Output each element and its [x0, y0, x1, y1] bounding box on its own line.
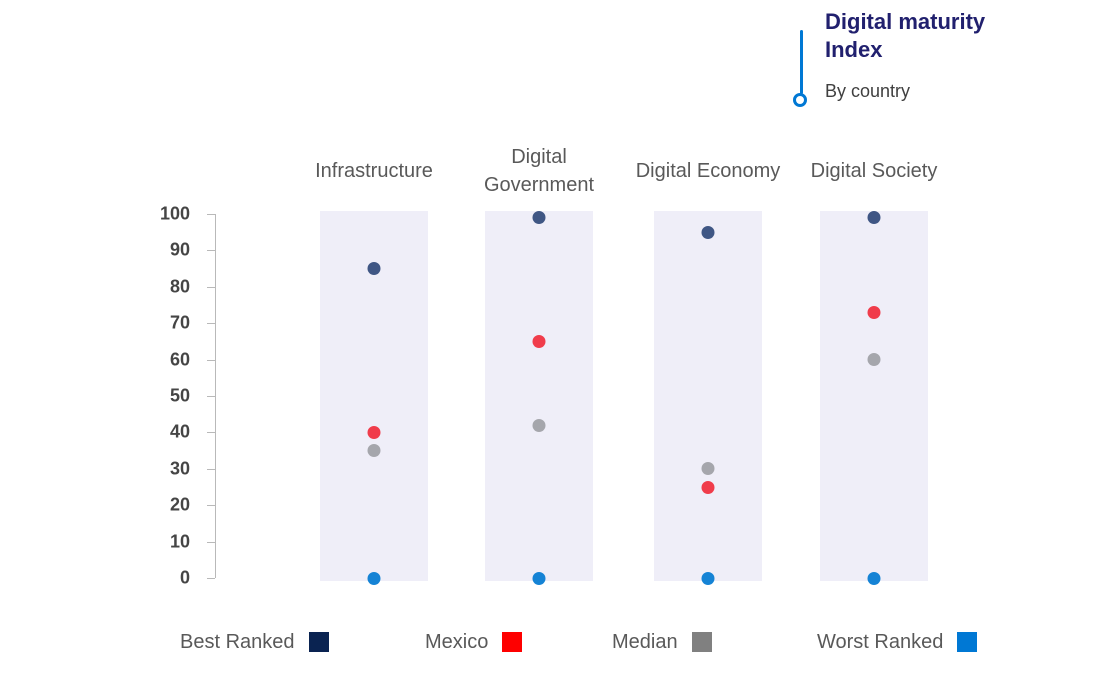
data-point: [367, 444, 381, 458]
data-point: [701, 480, 715, 494]
plot-band: [320, 211, 428, 585]
data-point: [701, 225, 715, 239]
data-point: [532, 571, 546, 585]
y-axis-tick: [207, 214, 215, 215]
title-accent-circle-icon: [793, 93, 807, 107]
y-axis-line: [215, 214, 216, 578]
legend-swatch-icon: [957, 632, 978, 652]
chart-title-line2: Index: [825, 37, 883, 62]
y-axis-label: 60: [169, 349, 190, 370]
y-axis-tick: [207, 286, 215, 288]
category-header: Infrastructure: [315, 160, 433, 182]
legend-label: Best Ranked: [180, 630, 295, 653]
legend-item: Best Ranked: [180, 628, 329, 656]
y-axis-label: 50: [169, 385, 190, 406]
y-axis-label: 0: [179, 567, 190, 588]
plot-band: [485, 211, 593, 585]
y-axis-tick: [207, 323, 215, 325]
category-header: Digital Society: [810, 160, 938, 182]
y-axis-label: 90: [169, 239, 190, 260]
y-axis-tick: [207, 541, 215, 543]
data-point: [532, 334, 546, 348]
y-axis-label: 40: [169, 421, 190, 442]
legend-item: Median: [612, 628, 712, 656]
data-point: [867, 353, 881, 367]
y-axis-label: 80: [169, 276, 190, 297]
data-point: [867, 211, 881, 225]
y-axis-tick: [207, 468, 215, 470]
y-axis-tick: [207, 396, 215, 397]
plot-band: [654, 211, 762, 585]
data-point: [532, 418, 546, 432]
legend-swatch-icon: [308, 632, 329, 652]
legend-item: Mexico: [425, 628, 523, 656]
y-axis-tick: [207, 432, 215, 434]
legend-swatch-icon: [691, 632, 712, 652]
legend-item: Worst Ranked: [817, 628, 978, 656]
y-axis-tick: [207, 359, 215, 361]
chart-title: Digital maturity Index: [825, 8, 1015, 64]
y-axis-tick: [207, 250, 215, 252]
plot-band: [820, 211, 928, 585]
legend-label: Median: [612, 630, 678, 653]
y-axis-label: 100: [159, 203, 190, 224]
legend-label: Worst Ranked: [817, 630, 944, 653]
data-point: [367, 571, 381, 585]
data-point: [367, 262, 381, 276]
y-axis-label: 30: [169, 458, 190, 479]
data-point: [532, 211, 546, 225]
title-accent-line-icon: [800, 30, 803, 94]
data-point: [701, 462, 715, 476]
chart-title-line1: Digital maturity: [825, 9, 986, 34]
y-axis-tick: [207, 505, 215, 507]
data-point: [367, 425, 381, 439]
category-header: Digital Government: [483, 146, 595, 196]
data-point: [867, 305, 881, 319]
legend-swatch-icon: [502, 632, 523, 652]
y-axis-label: 10: [169, 531, 190, 552]
chart-subtitle: By country: [825, 81, 911, 101]
data-point: [867, 571, 881, 585]
legend-label: Mexico: [425, 630, 489, 653]
data-point: [701, 571, 715, 585]
y-axis-label: 20: [169, 494, 190, 515]
y-axis-tick: [207, 578, 215, 579]
category-header: Digital Economy: [635, 160, 781, 182]
y-axis-label: 70: [169, 312, 190, 333]
